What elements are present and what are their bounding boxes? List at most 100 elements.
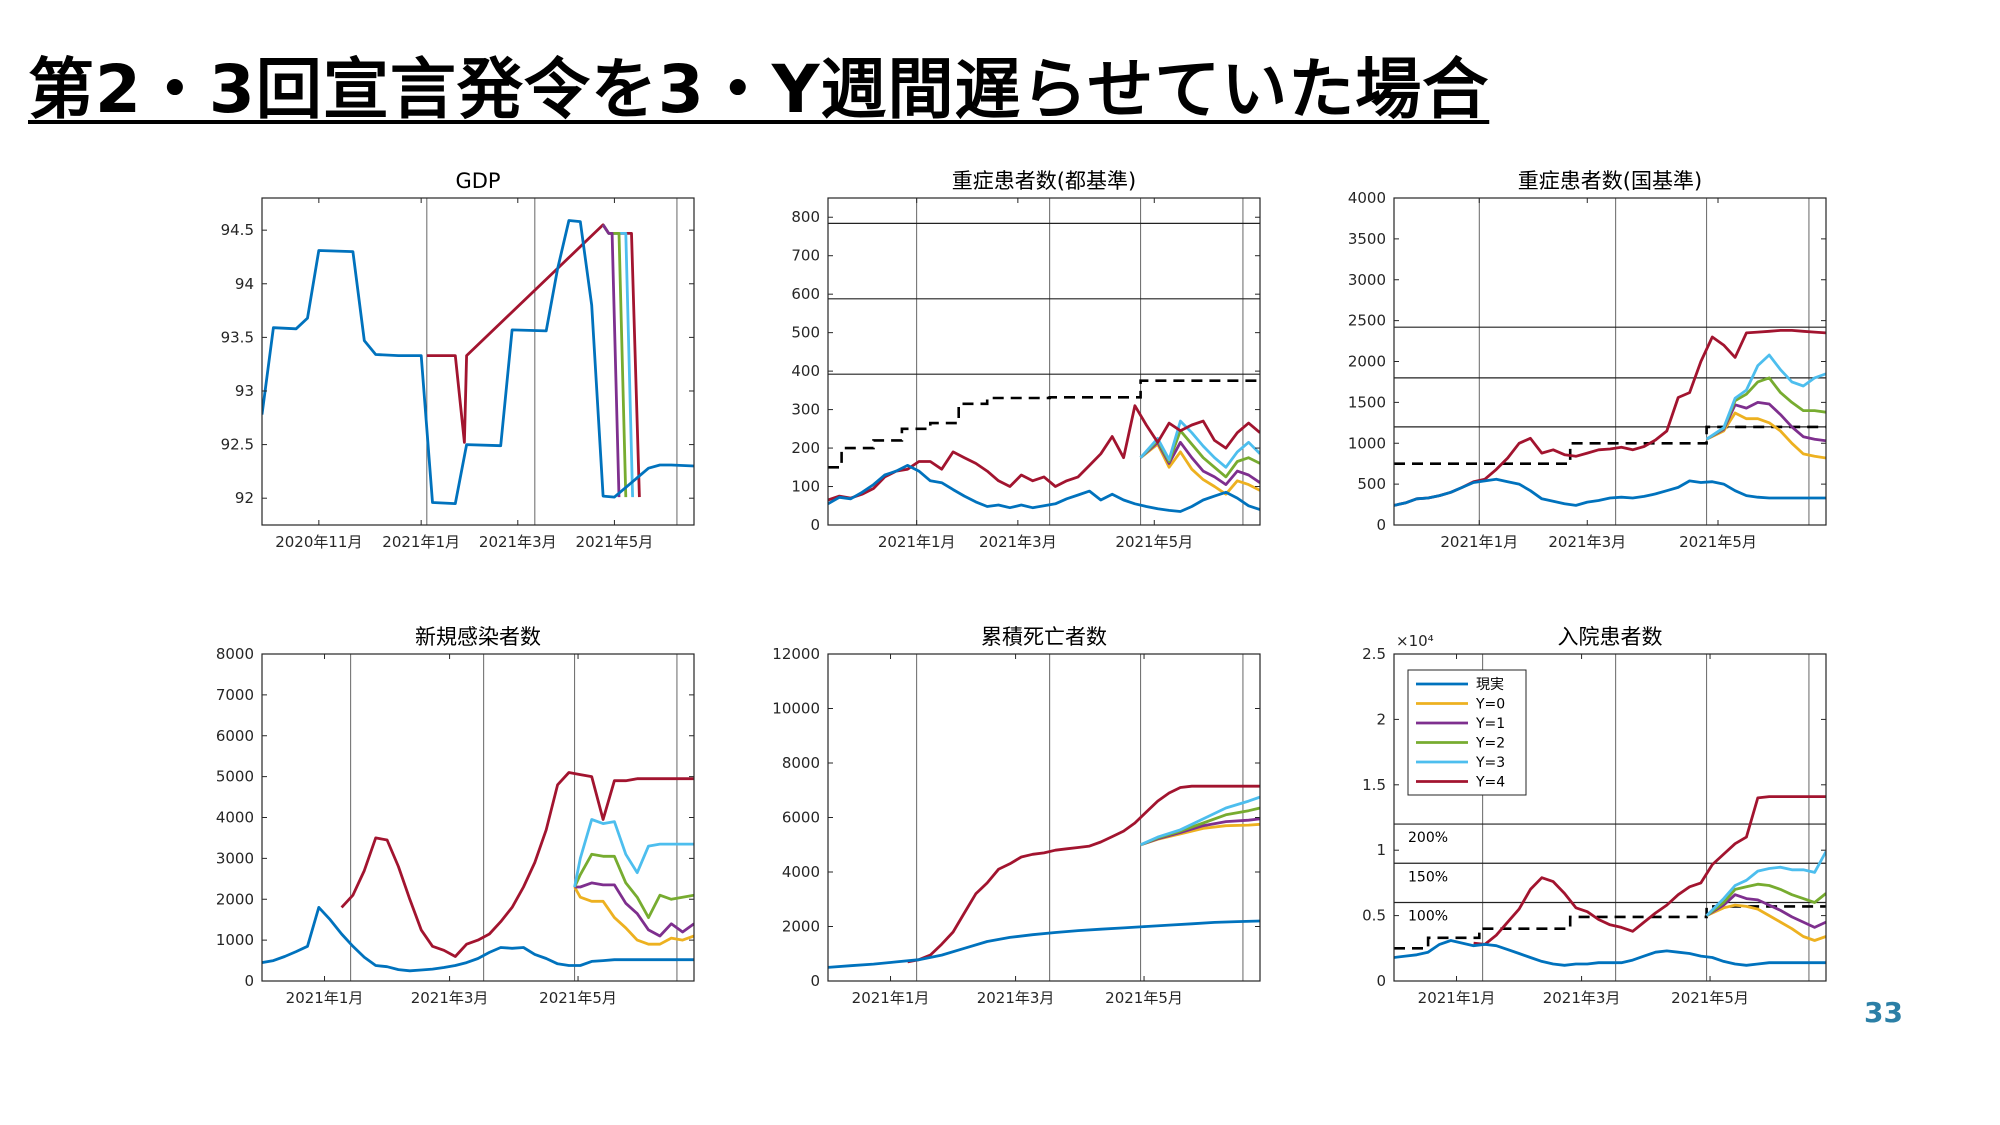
capacity-step-line [828,379,1260,469]
plot-frame [827,197,1261,526]
plot-frame [1393,653,1827,982]
y-tick-label: 12000 [772,645,820,663]
chart-gdp: GDP 92 92.5 93 93.5 94 94.5 2020年11月 2021年1月 2021… [221,169,695,551]
y-tick-label: 1.5 [1362,776,1386,794]
legend-label-y0: Y=0 [1475,697,1505,713]
y-tick-label: 1000 [1348,434,1386,452]
y-tick-label: 3000 [1348,271,1386,289]
series-line-y4 [426,223,641,498]
y-tick-label: 700 [791,247,820,265]
x-tick-label: 2021年5月 [576,533,654,551]
y-tick-label: 2 [1376,710,1386,728]
chart-title: GDP [455,169,500,193]
y-tick-label: 94.5 [221,221,254,239]
capacity-label: 100% [1408,909,1448,925]
x-tick-label: 2021年5月 [1671,989,1749,1007]
capacity-step-line [1394,425,1826,466]
series-line-y3 [573,818,694,888]
series-line-y1 [574,881,694,938]
chart-severe-national: 重症患者数(国基準) 0 500 1000 1500 2000 2500 3000 3500 40… [1348,169,1827,551]
y-tick-label: 1000 [216,931,254,949]
series-line-actual [828,919,1260,969]
series-line-y4 [1473,795,1826,946]
y-tick-label: 400 [791,362,820,380]
y-tick-label: 2000 [782,918,820,936]
y-tick-label: 4000 [216,809,254,827]
series-line-y0 [573,886,694,946]
y-tick-label: 0 [1376,516,1386,534]
y-tick-label: 93.5 [221,328,254,346]
x-tick-label: 2021年1月 [1440,533,1518,551]
x-tick-label: 2021年1月 [286,989,364,1007]
y-tick-label: 93 [235,382,254,400]
y-tick-label: 0.5 [1362,907,1386,925]
series-line-actual [262,219,694,506]
y-tick-label: 4000 [1348,189,1386,207]
x-tick-label: 2021年5月 [1679,533,1757,551]
series-line-actual [1394,939,1826,967]
page-number: 33 [1864,996,1903,1029]
x-tick-label: 2021年5月 [1115,533,1193,551]
y-tick-label: 800 [791,208,820,226]
chart-title: 重症患者数(国基準) [1518,169,1702,193]
y-tick-label: 500 [791,324,820,342]
x-tick-label: 2021年5月 [539,989,617,1007]
y-tick-label: 8000 [782,754,820,772]
chart-title: 入院患者数 [1558,625,1663,649]
x-tick-label: 2021年5月 [1105,989,1183,1007]
y-tick-label: 200 [791,439,820,457]
chart-severe-tokyo: 重症患者数(都基準) 0 100 200 300 400 500 600 700 800 2021年… [791,169,1261,551]
y-tick-label: 0 [1376,972,1386,990]
chart-new-infections: 新規感染者数 0 1000 2000 3000 4000 5000 6000 7000 8000 2… [216,625,695,1007]
x-tick-label: 2020年11月 [275,533,362,551]
y-tick-label: 2000 [216,890,254,908]
y-tick-label: 2000 [1348,353,1386,371]
y-tick-label: 300 [791,401,820,419]
legend-label-y4: Y=4 [1475,775,1505,791]
x-tick-label: 2021年3月 [1548,533,1626,551]
x-tick-label: 2021年3月 [479,533,557,551]
y-tick-label: 94 [235,275,254,293]
chart-cumulative-deaths: 累積死亡者数 0 2000 4000 6000 8000 10000 12000 2021年1月… [772,625,1261,1007]
capacity-label: 200% [1408,830,1448,846]
legend-box [1407,669,1527,796]
series-line-actual [1394,477,1826,507]
legend-label-y3: Y=3 [1475,755,1505,771]
plot-frame [827,653,1261,982]
capacity-step-line [1394,905,1826,950]
y-tick-label: 1 [1376,841,1386,859]
y-tick-label: 0 [244,972,254,990]
series-line-y3 [1705,353,1826,441]
legend-label-actual: 現実 [1476,677,1504,693]
series-line-y4 [907,784,1260,964]
plot-frame [261,197,695,526]
chart-legend: 現実 Y=0 Y=1 Y=2 Y=3 Y=4 [1407,669,1527,796]
series-line-y1 [1705,893,1826,929]
series-line-y0 [1706,903,1826,942]
y-tick-label: 0 [810,516,820,534]
series-line-y4 [1394,328,1826,507]
y-tick-label: 6000 [782,809,820,827]
y-tick-label: 7000 [216,686,254,704]
series-line-y2 [1705,882,1826,917]
x-tick-label: 2021年3月 [979,533,1057,551]
capacity-label: 150% [1408,869,1448,885]
x-tick-label: 2021年1月 [382,533,460,551]
y-tick-label: 8000 [216,645,254,663]
series-line-y0 [1139,442,1260,496]
chart-title: 累積死亡者数 [981,625,1107,649]
series-line-y4 [828,404,1260,502]
slide-title: 第2・3回宣言発令を3・Y週間遅らせていた場合 [28,51,1490,128]
series-line-actual [262,906,694,973]
series-line-y2 [573,852,694,919]
y-tick-label: 100 [791,478,820,496]
y-tick-label: 10000 [772,700,820,718]
y-tick-label: 5000 [216,768,254,786]
y-tick-label: 92 [235,489,254,507]
y-tick-label: 92.5 [221,436,254,454]
x-tick-label: 2021年1月 [1418,989,1496,1007]
y-tick-label: 1500 [1348,393,1386,411]
y-tick-label: 2.5 [1362,645,1386,663]
chart-title: 重症患者数(都基準) [952,169,1136,193]
y-tick-label: 2500 [1348,312,1386,330]
